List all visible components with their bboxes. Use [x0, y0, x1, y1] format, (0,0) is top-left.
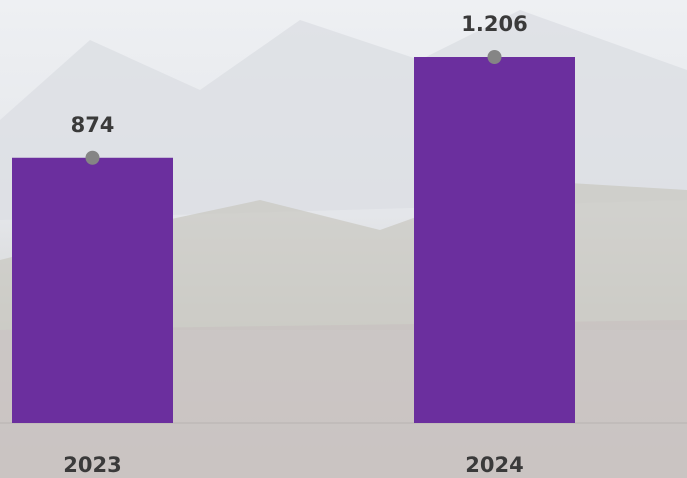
- bar-dot: [487, 50, 502, 64]
- bar: [414, 57, 575, 423]
- value-label: 874: [71, 113, 115, 137]
- bar: [12, 157, 173, 423]
- value-label: 1.206: [461, 12, 527, 36]
- x-tick-label: 2024: [465, 453, 523, 477]
- bar-dot: [85, 150, 100, 165]
- bars: 874 2023 1.206 2024: [12, 12, 575, 477]
- x-tick-label: 2023: [63, 453, 121, 477]
